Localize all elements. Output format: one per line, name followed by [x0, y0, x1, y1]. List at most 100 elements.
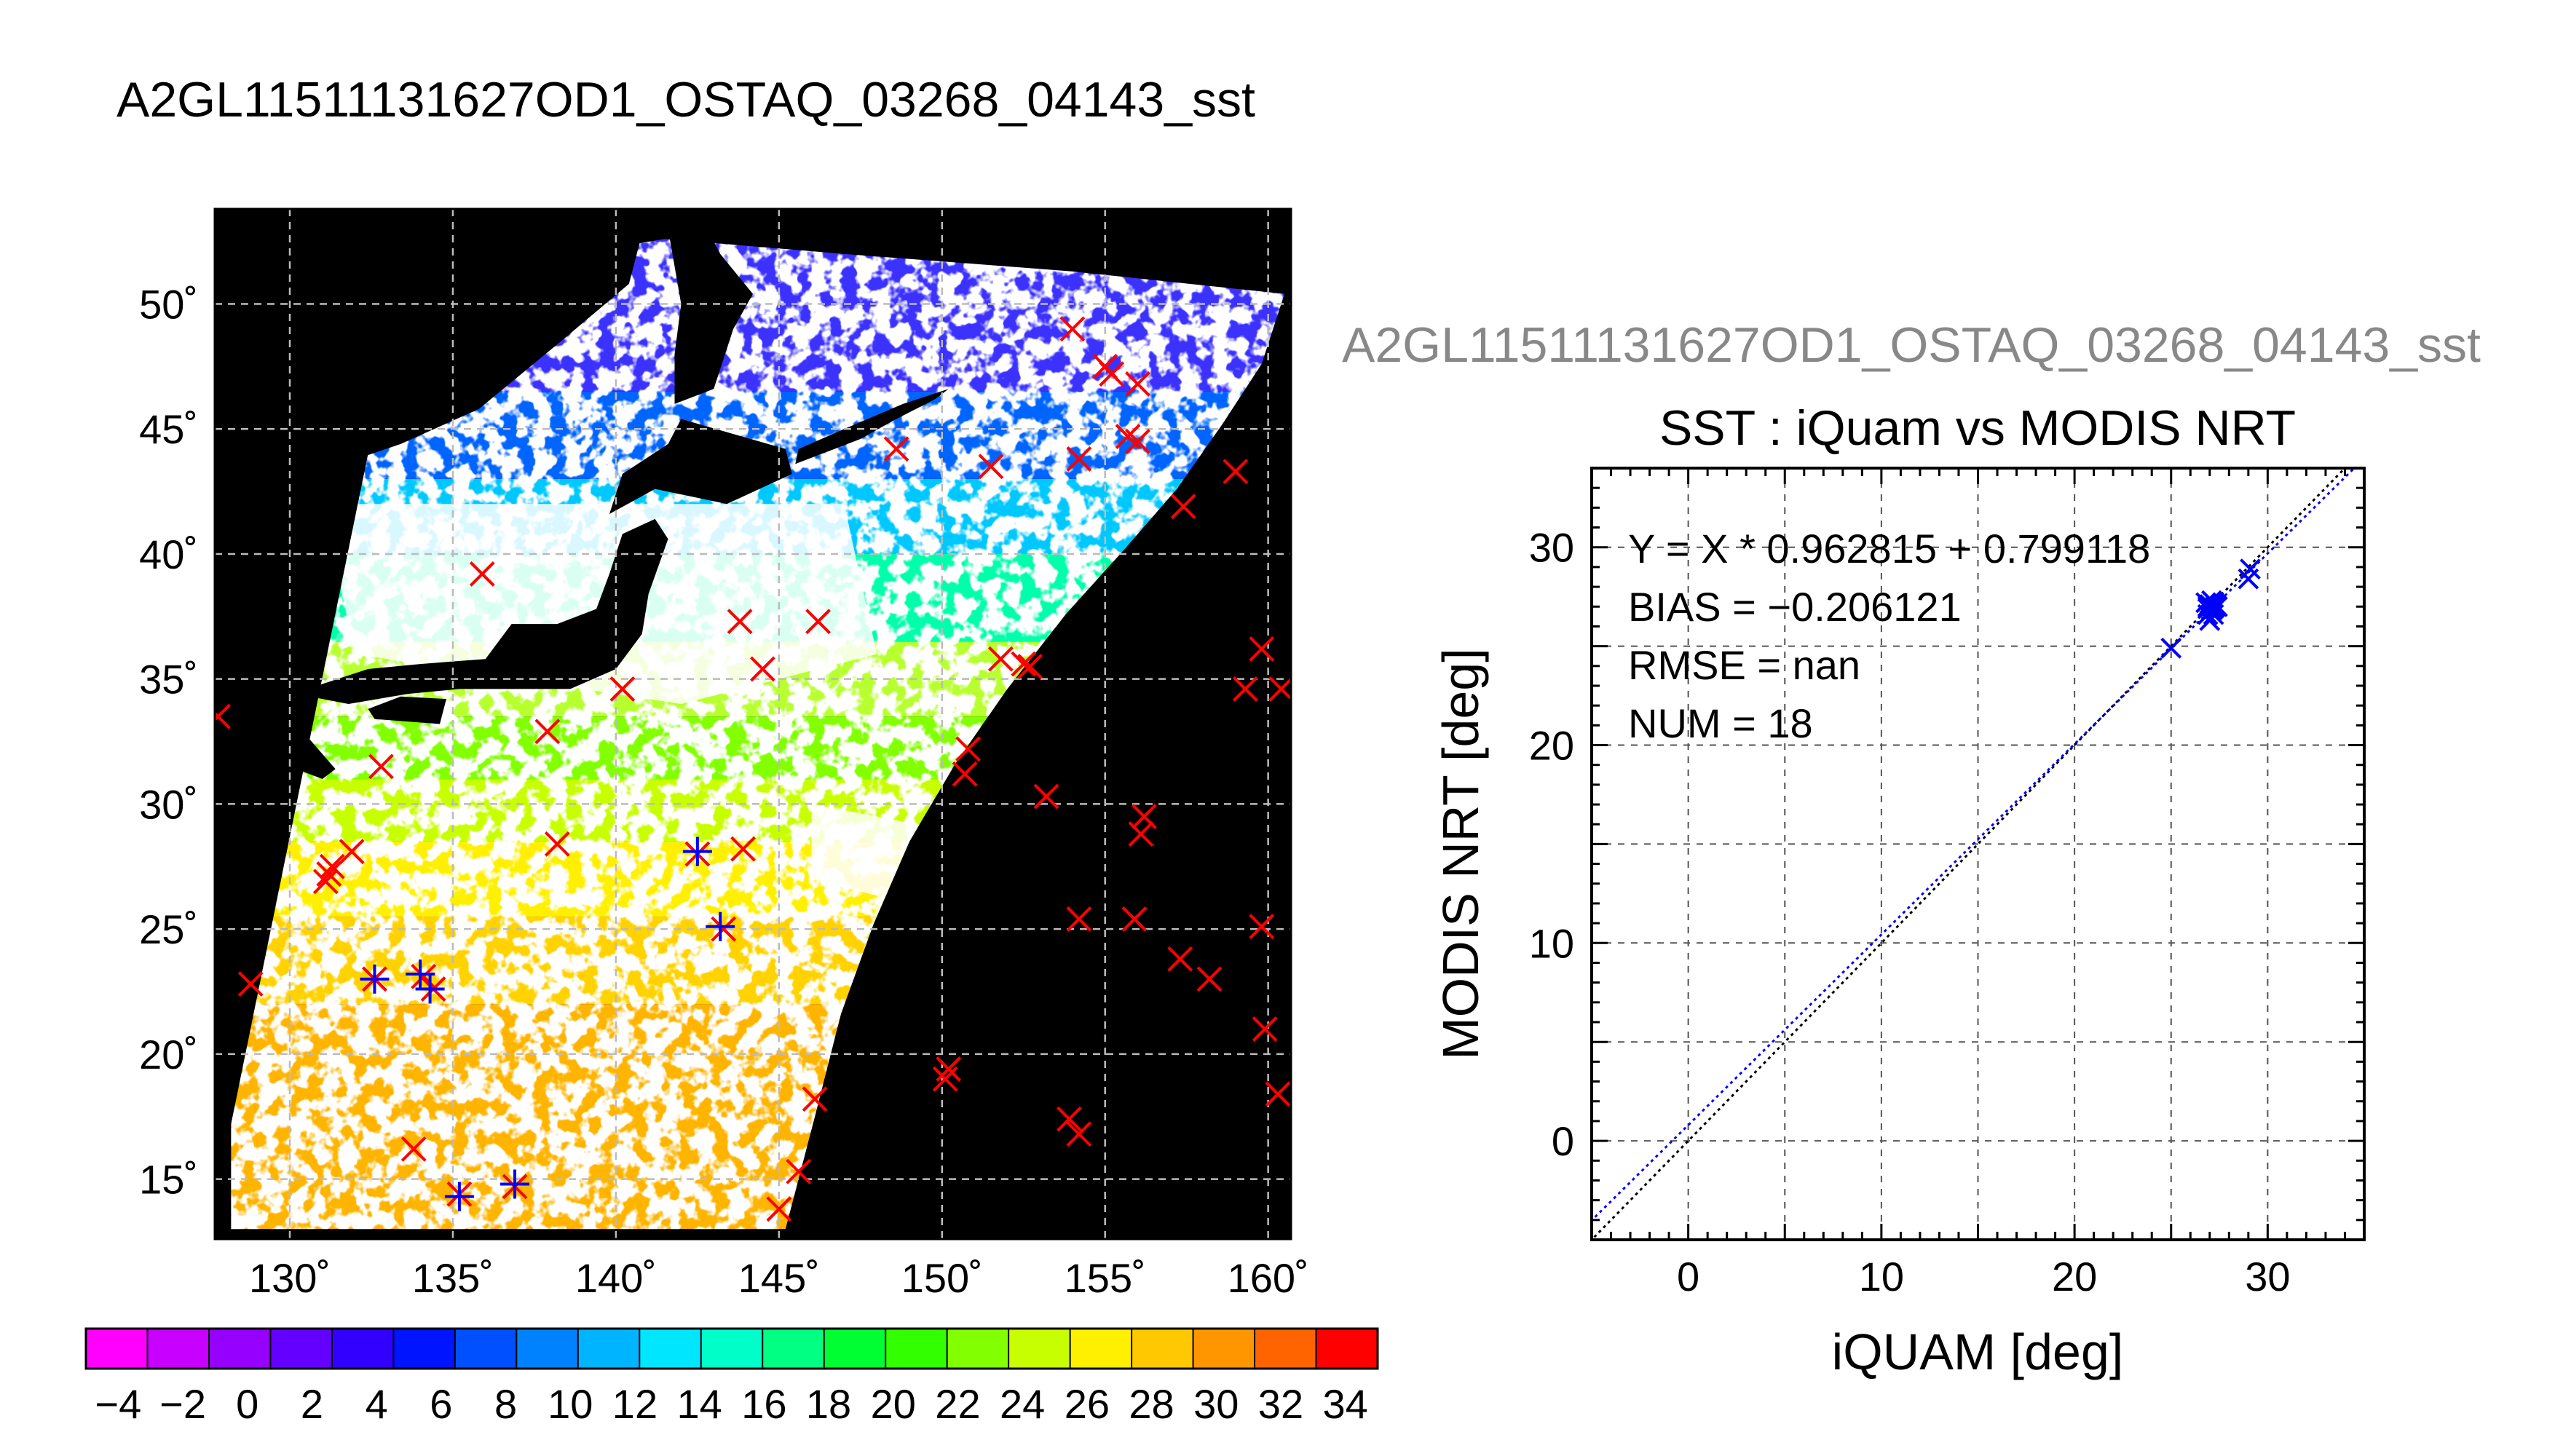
map-matchup-marker	[609, 676, 636, 702]
map-matchup-marker	[1268, 676, 1291, 702]
latitude-labels: 50˚ 45˚ 40˚ 35˚ 30˚ 25˚ 20˚ 15˚	[139, 282, 198, 1203]
colorbar-swatch	[1255, 1329, 1317, 1369]
colorbar-tick-label: 34	[1323, 1381, 1368, 1427]
scatter-y-tick-label: 10	[1529, 920, 1574, 966]
longitude-tick-label: 135˚	[412, 1255, 494, 1301]
latitude-tick-label: 50˚	[139, 282, 198, 328]
map-matchup-marker	[750, 656, 775, 682]
map-matchup-marker	[883, 436, 909, 462]
longitude-tick-label: 150˚	[901, 1255, 983, 1301]
map-matchup-marker	[711, 916, 737, 942]
latitude-tick-label: 15˚	[139, 1157, 198, 1203]
map-matchup-marker	[978, 454, 1004, 480]
scatter-grid	[1592, 468, 2364, 1240]
map-matchup-marker	[534, 719, 561, 745]
matchup-markers	[215, 316, 1291, 1222]
scatter-point	[2240, 558, 2261, 580]
map-used-marker	[682, 836, 712, 866]
colorbar-tick-label: 32	[1258, 1381, 1303, 1427]
scatter-x-axis-label: iQUAM [deg]	[1832, 1324, 2124, 1380]
colorbar-tick-label: 26	[1065, 1381, 1110, 1427]
colorbar-tick-label: 4	[366, 1381, 388, 1427]
map-matchup-marker	[1125, 428, 1150, 454]
colorbar-swatch	[824, 1329, 886, 1369]
map-matchup-marker	[237, 971, 264, 997]
count-value: NUM = 18	[1628, 700, 1813, 746]
colorbar-frame	[84, 1327, 1379, 1370]
colorbar-swatch	[1193, 1329, 1255, 1369]
colorbar-tick-label: 12	[612, 1381, 657, 1427]
colorbar-tick-label: 2	[301, 1381, 323, 1427]
map-used-marker	[360, 964, 390, 994]
latitude-tick-label: 40˚	[139, 531, 198, 577]
colorbar-swatch	[393, 1329, 456, 1369]
colorbar-tick-label: 22	[935, 1381, 980, 1427]
scatter-x-tick-label: 30	[2245, 1254, 2290, 1299]
map-matchup-marker	[1017, 654, 1043, 679]
colorbar-swatch	[885, 1329, 948, 1369]
reference-lines	[1592, 468, 2356, 1240]
scatter-x-tick-label: 10	[1859, 1254, 1904, 1299]
scatter-y-tick-label: 20	[1529, 723, 1574, 769]
colorbar-swatch	[639, 1329, 702, 1369]
colorbar-labels: −4 −2 0 2 4 6 8 10 12 14 16 18 20 22 24 26 28 30 32 34	[95, 1381, 1367, 1427]
scatter-plot	[1590, 467, 2366, 1241]
map-used-marker	[444, 1182, 474, 1211]
colorbar-tick-label: 6	[430, 1381, 452, 1427]
regression-line	[1592, 468, 2356, 1222]
scatter-x-tick-label: 20	[2052, 1254, 2097, 1299]
scatter-top-title: A2GL11511131627OD1_OSTAQ_03268_04143_sst	[1342, 317, 2481, 373]
map-matchup-marker	[1128, 821, 1154, 847]
map-grid	[215, 209, 1291, 1239]
colorbar-swatch	[1316, 1329, 1378, 1369]
land-polygon	[795, 389, 949, 464]
map-matchup-marker	[1196, 966, 1223, 992]
map-matchup-marker	[766, 1196, 792, 1222]
map-plot	[213, 207, 1292, 1241]
land-polygon	[668, 209, 753, 404]
land-mass	[215, 209, 949, 780]
map-matchup-marker	[469, 561, 495, 587]
colorbar-tick-label: 20	[871, 1381, 916, 1427]
longitude-tick-label: 145˚	[738, 1255, 820, 1301]
colorbar-swatch	[1132, 1329, 1194, 1369]
land-polygon	[609, 419, 792, 515]
map-matchup-marker	[802, 1086, 828, 1112]
map-matchup-marker	[400, 1136, 427, 1162]
longitude-tick-label: 130˚	[249, 1255, 331, 1301]
colorbar-tick-label: 18	[806, 1381, 851, 1427]
colorbar-swatch	[762, 1329, 825, 1369]
scatter-y-tick-labels: 0 10 20 30	[1529, 525, 1574, 1164]
land-polygon	[296, 518, 668, 705]
map-matchup-marker	[1265, 1081, 1291, 1107]
map-matchup-marker	[1125, 371, 1150, 397]
map-matchup-marker	[1066, 446, 1092, 472]
map-matchup-marker	[312, 869, 339, 895]
map-matchup-marker	[316, 861, 342, 887]
scatter-points	[2160, 558, 2261, 659]
map-matchup-marker	[544, 831, 570, 857]
scatter-x-tick-label: 0	[1677, 1254, 1699, 1299]
map-matchup-marker	[339, 839, 365, 865]
map-matchup-marker	[1167, 946, 1193, 972]
map-matchup-marker	[1057, 1106, 1082, 1132]
colorbar-swatch	[147, 1329, 210, 1369]
longitude-tick-label: 160˚	[1228, 1255, 1309, 1301]
latitude-tick-label: 25˚	[139, 906, 198, 952]
map-matchup-marker	[1249, 636, 1275, 662]
scatter-title: SST : iQuam vs MODIS NRT	[1659, 400, 2296, 456]
latitude-tick-label: 20˚	[139, 1032, 198, 1077]
map-matchup-marker	[1011, 651, 1037, 677]
colorbar-tick-label: −2	[159, 1381, 206, 1427]
rmse-value: RMSE = nan	[1628, 642, 1860, 688]
map-matchup-marker	[805, 609, 831, 635]
bias-value: BIAS = −0.206121	[1628, 584, 1962, 630]
map-title: A2GL11511131627OD1_OSTAQ_03268_04143_sst	[117, 72, 1255, 127]
map-used-marker	[500, 1169, 530, 1199]
map-used-marker	[706, 911, 735, 941]
map-used-marker	[415, 974, 445, 1004]
longitude-labels: 130˚ 135˚ 140˚ 145˚ 150˚ 155˚ 160˚	[249, 1255, 1309, 1301]
map-used-marker	[406, 959, 435, 989]
colorbar-swatch	[1070, 1329, 1132, 1369]
